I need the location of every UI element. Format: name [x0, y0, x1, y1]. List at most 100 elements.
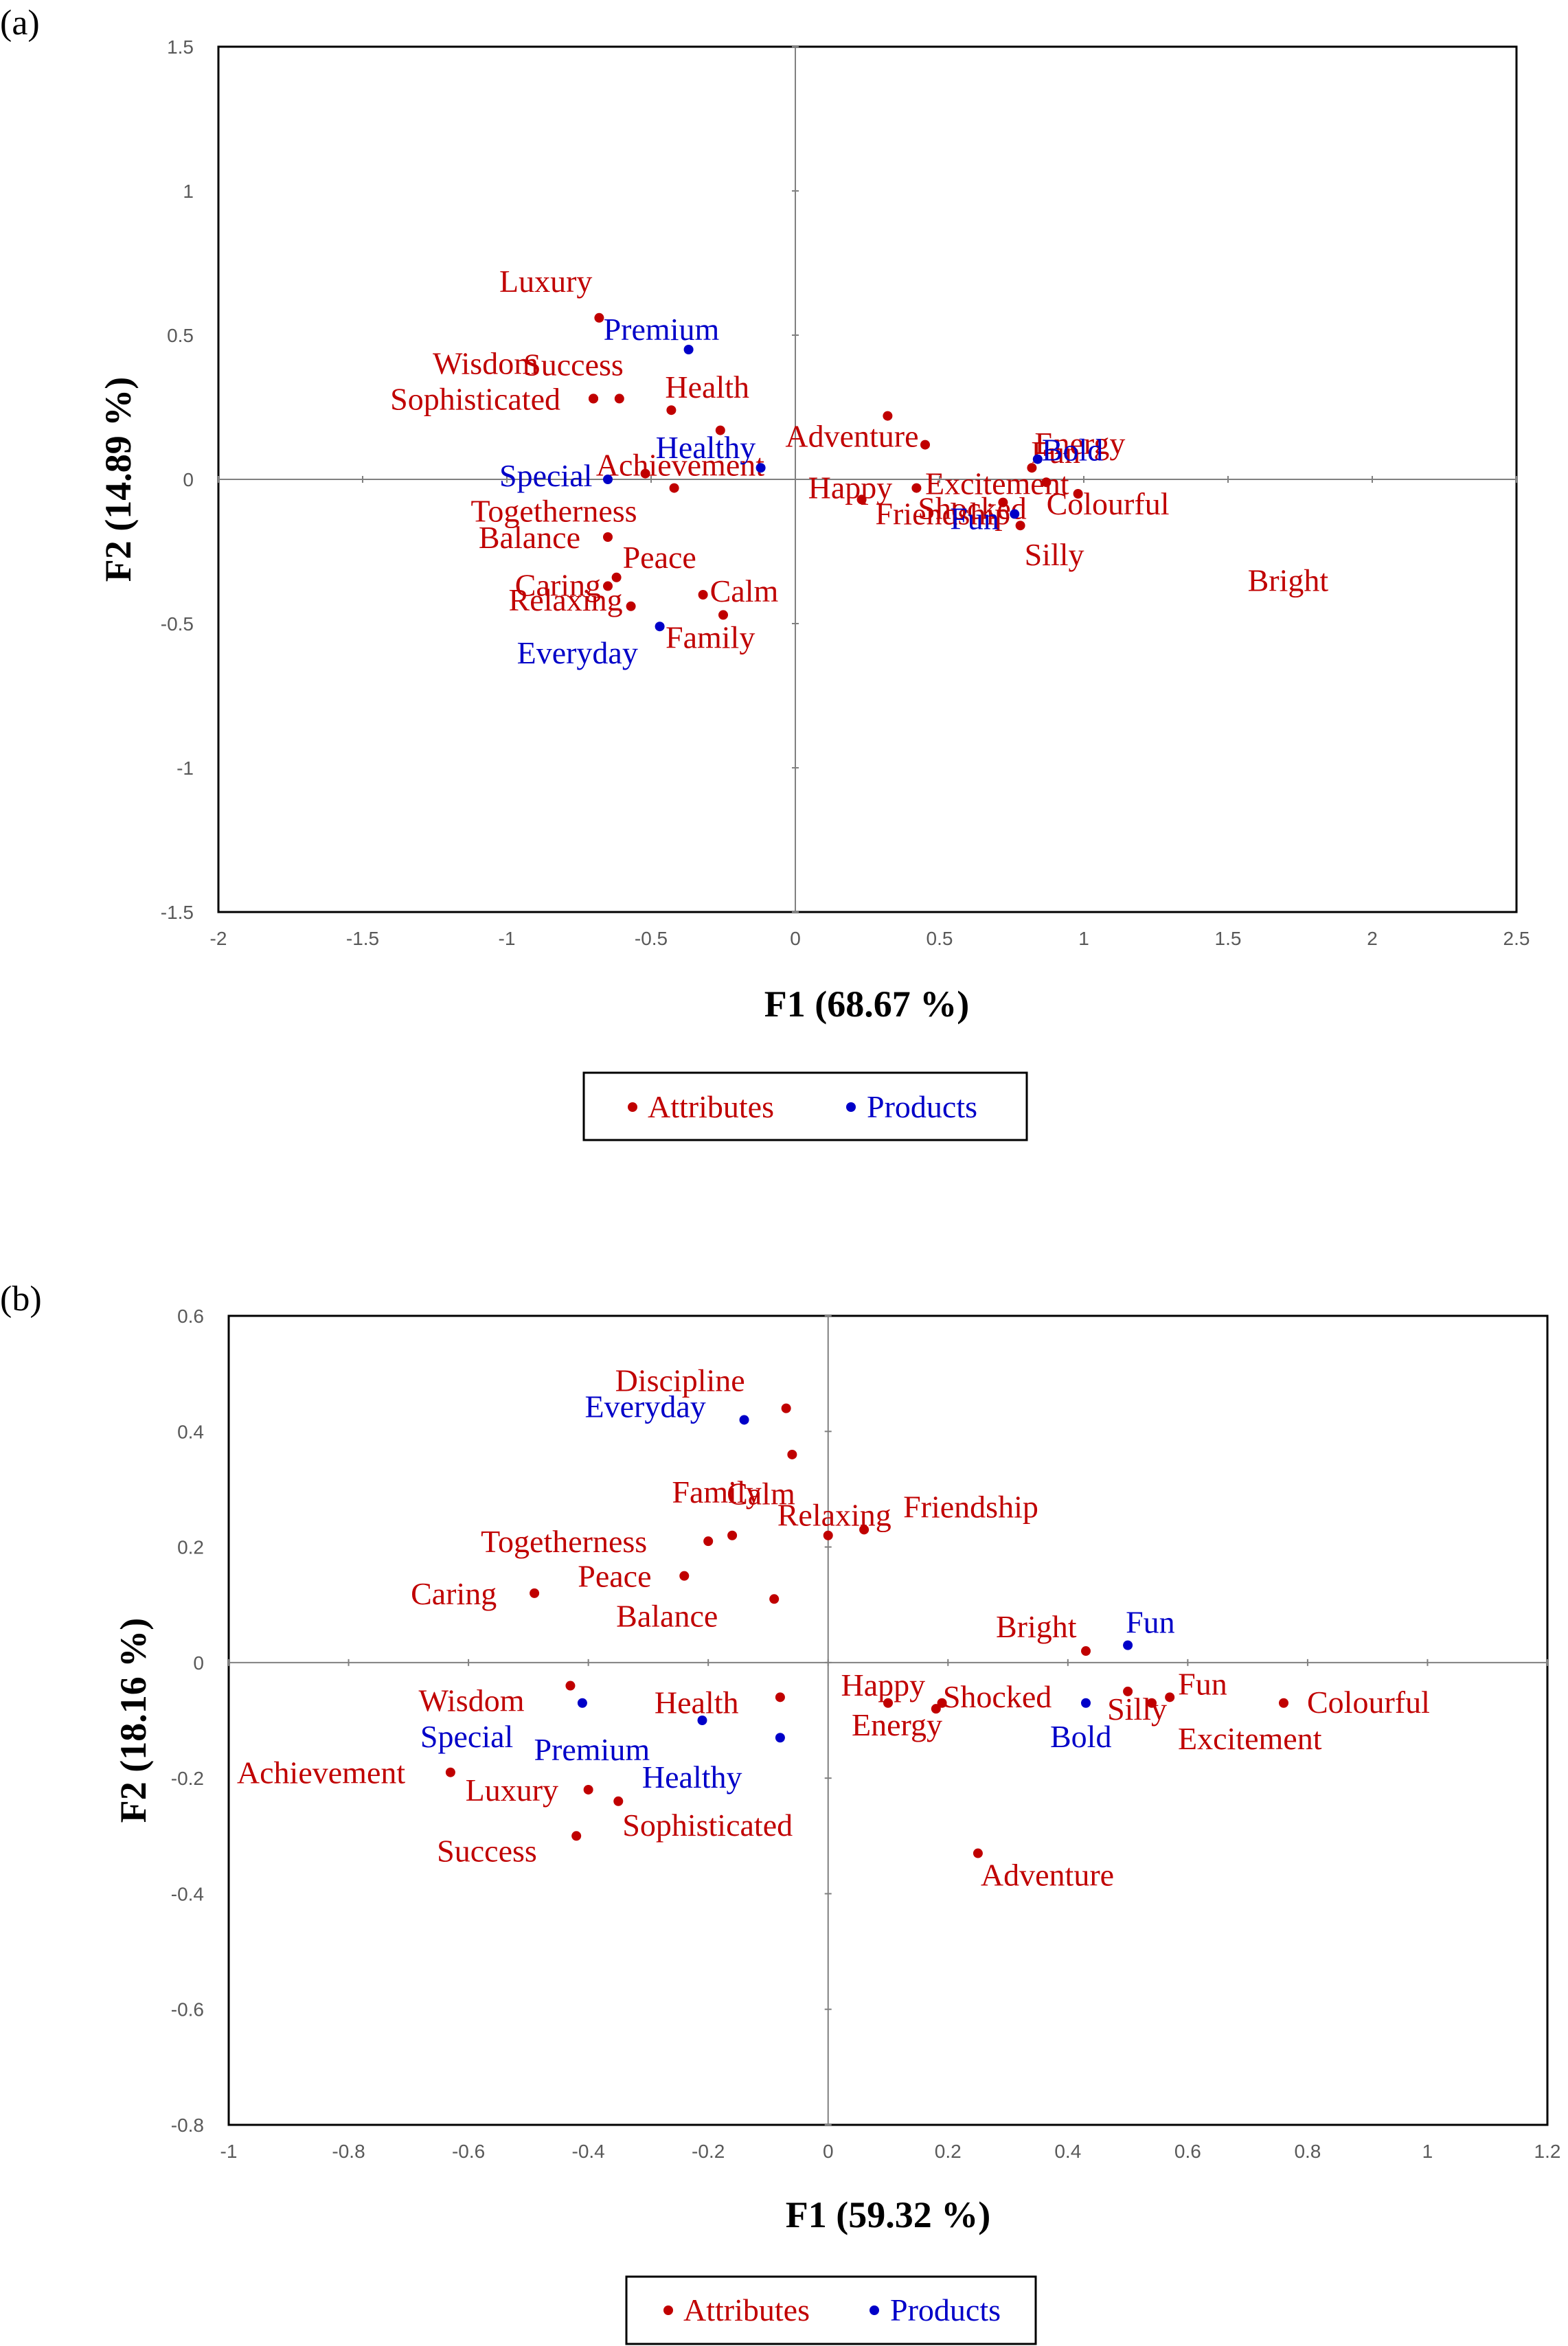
attribute-label-energy: Energy [1034, 426, 1125, 461]
y-tick-label: 1 [183, 181, 194, 202]
attribute-point-colourful [1279, 1698, 1288, 1708]
attribute-point-luxury [583, 1784, 593, 1795]
attribute-label-togetherness: Togetherness [471, 494, 637, 529]
x-tick-label: 2 [1367, 928, 1378, 949]
attribute-point-discipline [781, 1403, 791, 1413]
attribute-point-peace [679, 1571, 690, 1581]
product-label-premium: Premium [604, 312, 720, 347]
attribute-point-family [787, 1449, 797, 1459]
attribute-label-colourful: Colourful [1047, 486, 1170, 521]
attribute-point-sophisticated [613, 1796, 624, 1806]
product-point-premium [683, 345, 694, 354]
attribute-label-colourful: Colourful [1307, 1685, 1430, 1720]
attribute-point-happy [937, 1698, 947, 1708]
product-point-fun [1010, 509, 1020, 519]
attribute-label-wisdom: Wisdom [418, 1683, 524, 1718]
x-tick-label: 0 [823, 2141, 834, 2162]
x-tick-label: 0.8 [1294, 2141, 1321, 2162]
x-tick-label: 1.2 [1534, 2141, 1561, 2162]
attribute-label-happy: Happy [808, 470, 893, 505]
attribute-point-health [666, 405, 677, 415]
product-point-everyday [655, 622, 665, 632]
y-tick-label: -0.2 [171, 1768, 204, 1789]
x-tick-label: -1 [220, 2141, 238, 2162]
product-label-bold: Bold [1050, 1719, 1111, 1754]
attribute-label-happy: Happy [841, 1667, 926, 1702]
x-tick-label: -0.5 [635, 928, 668, 949]
attribute-point-success [571, 1831, 582, 1841]
x-tick-label: 1 [1422, 2141, 1433, 2162]
product-point-fun [1123, 1640, 1133, 1650]
product-label-everyday: Everyday [517, 635, 638, 670]
x-tick-label: -0.4 [572, 2141, 605, 2162]
attribute-point-family [718, 610, 728, 620]
product-label-special: Special [499, 458, 592, 493]
product-point-special [577, 1698, 587, 1708]
product-point-healthy [755, 463, 766, 473]
attribute-point-colourful [1073, 489, 1083, 499]
x-tick-label: 0.6 [1174, 2141, 1201, 2162]
panel-a: (a) -2 -1.5 -1 -0.5 0 0.5 1 1.5 2 2.5 -1.5 -1 -0.5 0 0… [0, 3, 1530, 1141]
attribute-point-health [775, 1692, 785, 1702]
attribute-label-shocked: Shocked [943, 1679, 1052, 1714]
product-label-healthy: Healthy [642, 1760, 742, 1795]
attribute-point-fun [1041, 477, 1052, 488]
attribute-label-excitement: Excitement [1178, 1721, 1322, 1756]
y-tick-label: -0.4 [171, 1883, 204, 1904]
attribute-label-shocked: Shocked [918, 491, 1026, 526]
attribute-label-fun: Fun [1031, 435, 1080, 470]
panel-b-legend-products-marker [870, 2305, 879, 2315]
product-point-everyday [739, 1415, 749, 1425]
attribute-point-achievement [445, 1767, 455, 1777]
y-tick-label: 0.6 [177, 1306, 204, 1327]
attribute-label-calm: Calm [727, 1477, 795, 1512]
attribute-point-silly [1015, 521, 1025, 531]
panel-b-legend-attributes-marker [663, 2305, 673, 2315]
product-label-special: Special [420, 1719, 513, 1754]
attribute-point-relaxing [823, 1530, 833, 1540]
panel-a-legend-attributes-label: Attributes [648, 1089, 774, 1124]
attribute-point-energy [1027, 463, 1037, 473]
attribute-label-discipline: Discipline [615, 1363, 745, 1398]
product-label-bold: Bold [1042, 433, 1103, 468]
attribute-label-silly: Silly [1025, 537, 1084, 572]
y-tick-label: -1.5 [161, 902, 194, 923]
panel-b: (b) -1 -0.8 -0.6 -0.4 -0.2 0 0.2 0.4 0.6 0.8 1 1.2 -… [0, 1279, 1561, 2345]
attribute-label-adventure: Adventure [981, 1858, 1114, 1893]
attribute-point-happy [856, 494, 867, 505]
attribute-point-balance [603, 532, 613, 542]
attribute-point-togetherness [640, 468, 650, 479]
attribute-point-achievement [715, 425, 725, 435]
y-tick-label: -1 [177, 758, 194, 779]
product-point-bold [1081, 1698, 1091, 1708]
panel-b-legend: Attributes Products [625, 2275, 1037, 2345]
x-tick-label: 0.5 [927, 928, 953, 949]
attribute-label-achievement: Achievement [237, 1755, 405, 1790]
attribute-label-relaxing: Relaxing [777, 1498, 891, 1533]
attribute-point-relaxing [626, 601, 636, 611]
attribute-point-success [614, 394, 624, 404]
product-point-bold [1032, 454, 1043, 464]
attribute-label-success: Success [523, 347, 624, 382]
attribute-point-luxury [594, 312, 604, 323]
attribute-point-shocked [998, 497, 1008, 508]
product-label-premium: Premium [534, 1732, 650, 1767]
attribute-point-silly [1123, 1686, 1133, 1696]
panel-a-y-axis-title: F2 (14.89 %) [98, 377, 139, 582]
x-tick-label: -1.5 [346, 928, 379, 949]
attribute-label-family: Family [672, 1474, 761, 1510]
panel-a-legend-attributes-marker [628, 1102, 637, 1112]
attribute-point-calm [727, 1530, 738, 1540]
x-tick-label: 1.5 [1215, 928, 1242, 949]
attribute-point-caring [530, 1588, 540, 1598]
attribute-point-bright [1081, 1646, 1091, 1656]
attribute-point-adventure [973, 1848, 983, 1858]
attribute-label-sophisticated: Sophisticated [622, 1808, 793, 1843]
attribute-label-health: Health [665, 369, 749, 405]
attribute-point-calm [698, 590, 708, 600]
attribute-label-bright: Bright [996, 1609, 1077, 1644]
panel-b-x-axis-title: F1 (59.32 %) [786, 2194, 990, 2235]
y-tick-label: 0.4 [177, 1421, 204, 1442]
x-tick-label: 0.4 [1054, 2141, 1081, 2162]
